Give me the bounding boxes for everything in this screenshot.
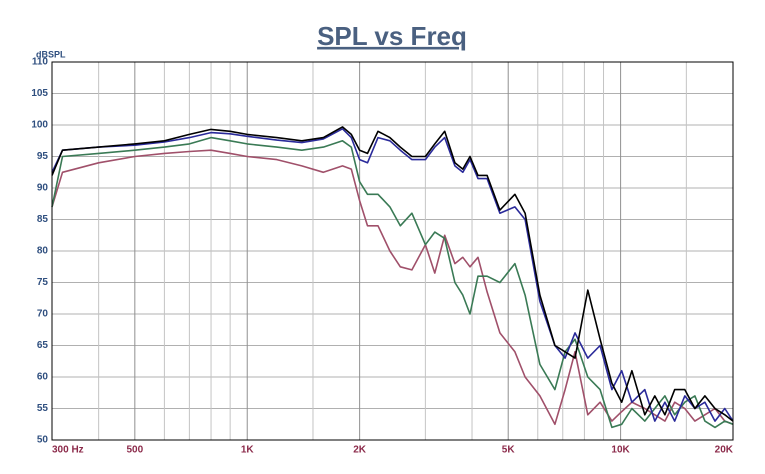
y-tick-label: 90 — [37, 183, 49, 194]
y-axis-label: dBSPL — [36, 49, 66, 59]
series-line — [51, 126, 734, 422]
x-tick-label: 10K — [611, 445, 630, 456]
series-line — [51, 149, 734, 426]
y-tick-label: 95 — [37, 151, 49, 162]
y-tick-label: 60 — [37, 372, 49, 383]
x-tick-label: 1K — [241, 445, 255, 456]
x-tick-label: 300 Hz — [52, 445, 84, 456]
y-tick-label: 70 — [37, 309, 49, 320]
y-tick-label: 85 — [37, 214, 49, 225]
series-line — [51, 128, 734, 422]
series-line — [51, 136, 734, 429]
x-tick-label: 2K — [353, 445, 367, 456]
lines — [51, 126, 734, 429]
y-tick-label: 65 — [37, 340, 49, 351]
grid — [51, 61, 734, 441]
y-tick-label: 75 — [37, 277, 49, 288]
x-tick-label: 500 — [126, 445, 143, 456]
plot-frame — [51, 61, 734, 441]
x-tick-label: 20K — [715, 445, 734, 456]
y-tick-label: 110 — [32, 57, 49, 68]
y-tick-label: 55 — [37, 403, 49, 414]
x-tick-label: 5K — [502, 445, 516, 456]
y-tick-label: 50 — [37, 435, 49, 446]
chart-title: SPL vs Freq — [317, 21, 467, 51]
y-tick-label: 80 — [37, 246, 49, 257]
y-tick-label: 105 — [31, 88, 48, 99]
y-tick-label: 100 — [31, 120, 48, 131]
